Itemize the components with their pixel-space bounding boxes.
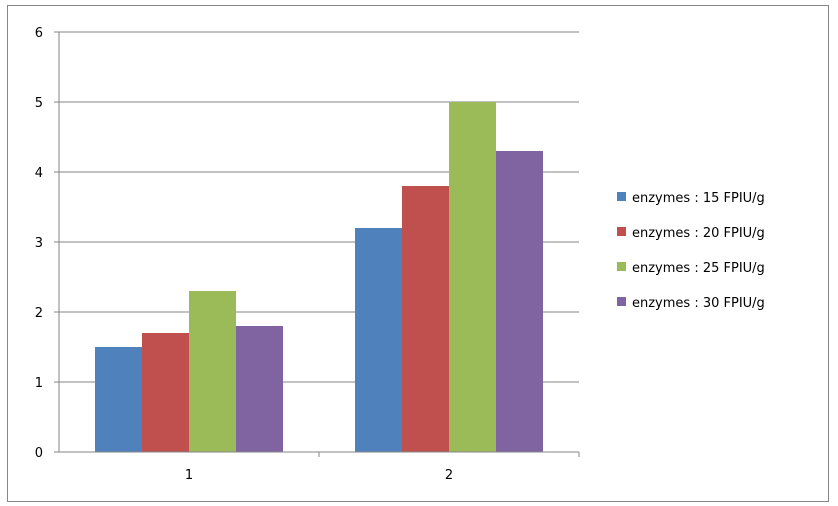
bar	[236, 326, 283, 452]
legend: enzymes : 15 FPIU/g enzymes : 20 FPIU/g en…	[617, 191, 765, 311]
x-tick-label: 2	[445, 468, 453, 483]
bar	[142, 333, 189, 452]
y-tick-label: 3	[35, 236, 43, 251]
y-tick-label: 0	[35, 446, 43, 461]
y-tick-label: 6	[35, 26, 43, 41]
y-tick-label: 5	[35, 96, 43, 111]
y-tick-labels: 0 1 2 3 4 5 6	[35, 26, 43, 461]
legend-label: enzymes : 15 FPIU/g	[632, 191, 765, 206]
y-tick-label: 2	[35, 306, 43, 321]
axes	[54, 31, 580, 457]
bar	[449, 102, 496, 452]
bars	[95, 102, 543, 452]
legend-swatch	[617, 227, 626, 236]
legend-label: enzymes : 20 FPIU/g	[632, 226, 765, 241]
legend-swatch	[617, 297, 626, 306]
y-tick-label: 1	[35, 376, 43, 391]
legend-label: enzymes : 25 FPIU/g	[632, 261, 765, 276]
bar	[355, 228, 402, 452]
legend-label: enzymes : 30 FPIU/g	[632, 296, 765, 311]
legend-swatch	[617, 262, 626, 271]
legend-swatch	[617, 192, 626, 201]
y-tick-label: 4	[35, 166, 43, 181]
x-tick-label: 1	[185, 468, 193, 483]
bar	[95, 347, 142, 452]
bar	[402, 186, 449, 452]
bar	[496, 151, 543, 452]
bar	[189, 291, 236, 452]
